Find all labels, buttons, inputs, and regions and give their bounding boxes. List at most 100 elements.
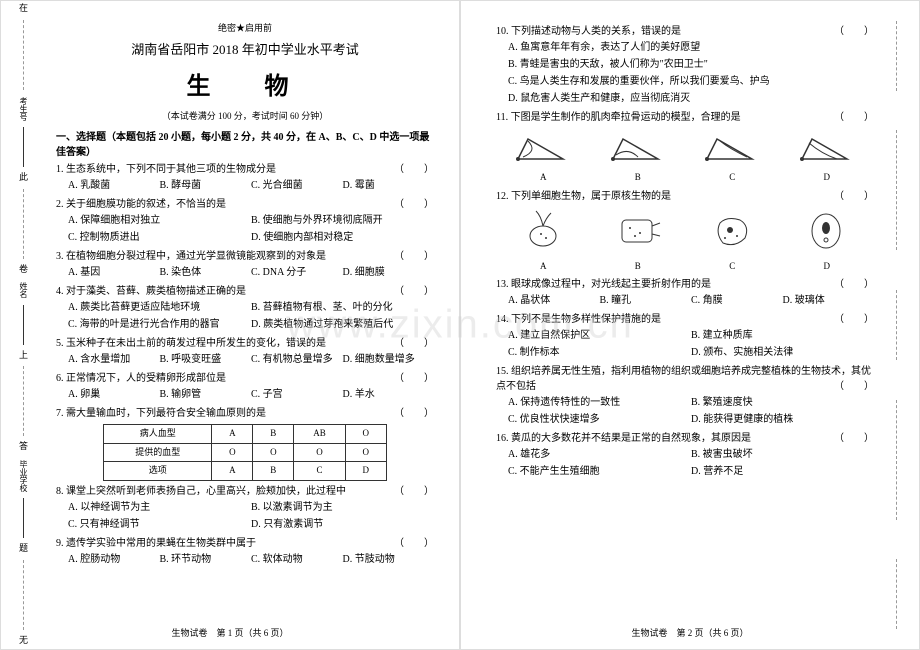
exam-info: （本试卷满分 100 分，考试时间 60 分钟） [56,109,434,122]
dashed-divider [896,559,897,629]
table-cell: O [345,425,386,444]
table-cell: 选项 [104,462,212,481]
option: A. 基因 [68,264,160,281]
fill-line [23,127,24,167]
table-cell: A [212,462,253,481]
answer-paren: （ ） [834,277,874,292]
question-9: 9. 遗传学实验中常用的果蝇在生物类群中属于 （ ） A. 腔肠动物 B. 环节… [56,536,434,568]
option: C. 制作标本 [508,344,691,361]
option: A. 雄花多 [508,446,691,463]
option-label: A [516,260,571,274]
question-5: 5. 玉米种子在未出土前的萌发过程中所发生的变化，错误的是 （ ） A. 含水量… [56,336,434,368]
option: B. 苔藓植物有根、茎、叶的分化 [251,299,434,316]
answer-paren: （ ） [834,189,874,204]
q-stem: 5. 玉米种子在未出土前的萌发过程中所发生的变化，错误的是 [56,338,326,349]
table-cell: B [253,425,294,444]
table-cell: O [253,443,294,462]
dashed-divider [896,400,897,520]
table-cell: O [212,443,253,462]
table-cell: O [294,443,345,462]
option: D. 细胞膜 [343,264,435,281]
option: A. 含水量增加 [68,351,160,368]
q-stem: 14. 下列不是生物多样性保护措施的是 [496,314,661,325]
option: B. 使细胞与外界环境彻底隔开 [251,212,434,229]
secret-label: 绝密★启用前 [56,21,434,34]
page-1: 在 考生号 此 卷 姓名 上 答 毕业学校 题 无 绝密★启用前 湖南省岳阳市 … [0,0,460,650]
option: C. DNA 分子 [251,264,343,281]
model-diagram-a: A [513,129,573,185]
option: D. 节肢动物 [343,551,435,568]
question-3: 3. 在植物细胞分裂过程中，通过光学显微镜能观察到的对象是 （ ） A. 基因 … [56,249,434,281]
answer-paren: （ ） [394,284,434,299]
question-15: 15. 组织培养属无性生殖，指利用植物的组织或细胞培养成完整植株的生物技术，其优… [496,364,874,428]
option: C. 光合细菌 [251,177,343,194]
margin-text: 上 [17,350,30,362]
table-cell: 病人血型 [104,425,212,444]
question-2: 2. 关于细胞膜功能的叙述，不恰当的是 （ ） A. 保障细胞相对独立 B. 使… [56,197,434,246]
model-diagram-c: C [702,129,762,185]
page-footer: 生物试卷 第 1 页（共 6 页） [1,626,459,639]
option: D. 细胞数量增多 [343,351,435,368]
answer-paren: （ ） [394,336,434,351]
subject-title: 生 物 [56,66,434,101]
question-7: 7. 需大量输血时，下列最符合安全输血原则的是 （ ） 病人血型 A B AB … [56,406,434,481]
q-stem: 15. 组织培养属无性生殖，指利用植物的组织或细胞培养成完整植株的生物技术，其优… [496,366,871,392]
option: B. 以激素调节为主 [251,499,434,516]
option: D. 只有激素调节 [251,516,434,533]
q-stem: 9. 遗传学实验中常用的果蝇在生物类群中属于 [56,538,256,549]
option: B. 染色体 [160,264,252,281]
option: B. 呼吸变旺盛 [160,351,252,368]
option: B. 建立种质库 [691,327,874,344]
page-footer: 生物试卷 第 2 页（共 6 页） [461,626,919,639]
option: A. 保持遗传特性的一致性 [508,394,691,411]
option: C. 不能产生生殖细胞 [508,463,691,480]
school-label: 毕业学校 [16,458,31,494]
q-stem: 7. 需大量输血时，下列最符合安全输血原则的是 [56,408,266,419]
question-13: 13. 眼球成像过程中，对光线起主要折射作用的是 （ ） A. 晶状体 B. 瞳… [496,277,874,309]
option: C. 鸟是人类生存和发展的重要伙伴，所以我们要爱鸟、护鸟 [508,73,874,90]
binding-margin [879,1,914,649]
option-label: B [610,260,665,274]
option: D. 蕨类植物通过芽孢来繁殖后代 [251,316,434,333]
option: D. 霉菌 [343,177,435,194]
model-diagram-b: B [608,129,668,185]
option: B. 酵母菌 [160,177,252,194]
answer-paren: （ ） [394,249,434,264]
binding-margin: 在 考生号 此 卷 姓名 上 答 毕业学校 题 无 [6,1,41,649]
question-14: 14. 下列不是生物多样性保护措施的是 （ ） A. 建立自然保护区 B. 建立… [496,312,874,361]
option: D. 使细胞内部相对稳定 [251,229,434,246]
q-stem: 11. 下图是学生制作的肌肉牵拉骨运动的模型，合理的是 [496,112,741,123]
table-cell: A [212,425,253,444]
q-stem: 6. 正常情况下，人的受精卵形成部位是 [56,373,226,384]
page-2: 10. 下列描述动物与人类的关系，错误的是 （ ） A. 鱼寓意年年有余，表达了… [460,0,920,650]
q-stem: 16. 黄瓜的大多数花并不结果是正常的自然现象，其原因是 [496,433,751,444]
option: A. 卵巢 [68,386,160,403]
dashed-divider [23,366,24,436]
option: D. 颁布、实施相关法律 [691,344,874,361]
option: C. 软体动物 [251,551,343,568]
option: D. 玻璃体 [783,292,875,309]
option: A. 建立自然保护区 [508,327,691,344]
cell-diagram-d: D [799,208,854,274]
question-10: 10. 下列描述动物与人类的关系，错误的是 （ ） A. 鱼寓意年年有余，表达了… [496,24,874,107]
answer-paren: （ ） [834,312,874,327]
q-stem: 4. 对于藻类、苔藓、蕨类植物描述正确的是 [56,286,246,297]
question-4: 4. 对于藻类、苔藓、蕨类植物描述正确的是 （ ） A. 蕨类比苔藓更适应陆地环… [56,284,434,333]
q-stem: 1. 生态系统中，下列不同于其他三项的生物成分是 [56,164,276,175]
option: A. 腔肠动物 [68,551,160,568]
margin-text: 在 [17,3,30,15]
option: C. 控制物质进出 [68,229,251,246]
option: B. 输卵管 [160,386,252,403]
margin-text: 题 [17,543,30,555]
option: A. 蕨类比苔藓更适应陆地环境 [68,299,251,316]
option: C. 优良性状快速增多 [508,411,691,428]
section-title: 一、选择题（本题包括 20 小题，每小题 2 分，共 40 分，在 A、B、C、… [56,128,434,158]
question-8: 8. 课堂上突然听到老师表扬自己，心里高兴，脸颊加快，此过程中 （ ） A. 以… [56,484,434,533]
option: A. 晶状体 [508,292,600,309]
answer-paren: （ ） [394,371,434,386]
cell-diagram-a: A [516,208,571,274]
examno-label: 考生号 [16,95,31,123]
answer-paren: （ ） [394,162,434,177]
option-label: C [705,260,760,274]
margin-text: 卷 [17,264,30,276]
